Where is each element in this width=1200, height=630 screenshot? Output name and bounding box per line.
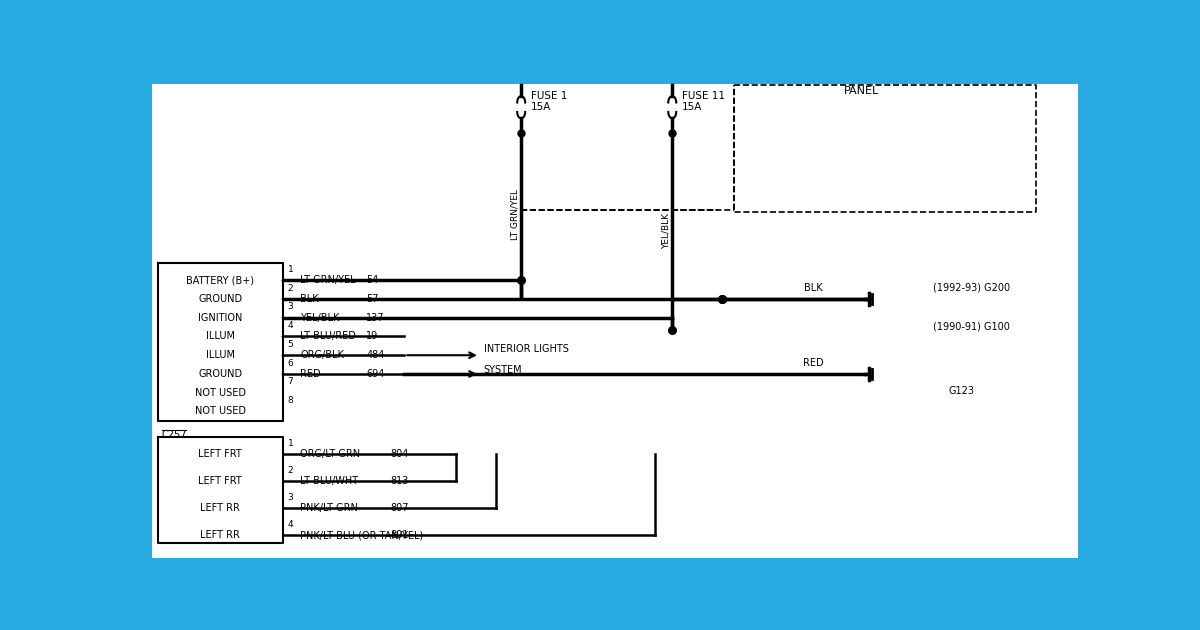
Text: LEFT RR: LEFT RR [200,530,240,541]
Text: LEFT FRT: LEFT FRT [198,449,242,459]
Text: GROUND: GROUND [198,294,242,304]
Text: 3: 3 [288,302,293,311]
Text: RED: RED [804,358,824,368]
Text: 7: 7 [288,377,293,386]
Text: PNK/LT BLU (OR TAN/YEL): PNK/LT BLU (OR TAN/YEL) [300,530,424,541]
Text: 54: 54 [366,275,378,285]
Text: BLK: BLK [300,294,319,304]
Text: 801: 801 [390,530,408,541]
Text: G123: G123 [949,386,974,396]
Text: INTERIOR LIGHTS: INTERIOR LIGHTS [484,343,569,353]
Text: FUSE 11
15A: FUSE 11 15A [682,91,725,112]
Text: IGNITION: IGNITION [198,312,242,323]
Text: (1992-93) G200: (1992-93) G200 [934,283,1010,293]
Text: 3: 3 [288,493,293,502]
Text: 1: 1 [288,438,293,448]
Text: 57: 57 [366,294,379,304]
Text: BLK: BLK [804,283,823,293]
Text: 813: 813 [390,476,408,486]
Text: 484: 484 [366,350,384,360]
Text: 2: 2 [288,284,293,293]
Text: BATTERY (B+): BATTERY (B+) [186,275,254,285]
Text: 137: 137 [366,312,385,323]
Text: LT GRN/YEL: LT GRN/YEL [300,275,356,285]
Text: LT BLU/RED: LT BLU/RED [300,331,356,341]
Text: RED: RED [300,369,320,379]
Text: PANEL: PANEL [844,86,880,96]
Text: C257: C257 [162,430,187,440]
Text: 2: 2 [288,466,293,475]
Text: 807: 807 [390,503,408,513]
Text: 5: 5 [288,340,293,349]
Text: ORG/LT GRN: ORG/LT GRN [300,449,360,459]
Text: LT GRN/YEL: LT GRN/YEL [510,189,520,240]
Text: LT BLU/WHT: LT BLU/WHT [300,476,359,486]
Text: 4: 4 [288,520,293,529]
Text: 8: 8 [288,396,293,405]
Text: LEFT FRT: LEFT FRT [198,476,242,486]
Text: 804: 804 [390,449,408,459]
Text: GROUND: GROUND [198,369,242,379]
Text: 694: 694 [366,369,384,379]
Text: 1: 1 [288,265,293,274]
Text: 19: 19 [366,331,378,341]
Text: LEFT RR: LEFT RR [200,503,240,513]
Text: YEL/BLK: YEL/BLK [300,312,340,323]
Text: ORG/BLK: ORG/BLK [300,350,344,360]
Text: 6: 6 [288,358,293,368]
Text: (1990-91) G100: (1990-91) G100 [934,322,1010,331]
Text: SYSTEM: SYSTEM [484,365,522,375]
Text: NOT USED: NOT USED [194,406,246,416]
Text: NOT USED: NOT USED [194,387,246,398]
Text: PNK/LT GRN: PNK/LT GRN [300,503,358,513]
Text: ILLUM: ILLUM [205,350,235,360]
Text: FUSE 1
15A: FUSE 1 15A [530,91,568,112]
Text: YEL/BLK: YEL/BLK [661,213,671,249]
Text: 4: 4 [288,321,293,330]
Text: ILLUM: ILLUM [205,331,235,341]
